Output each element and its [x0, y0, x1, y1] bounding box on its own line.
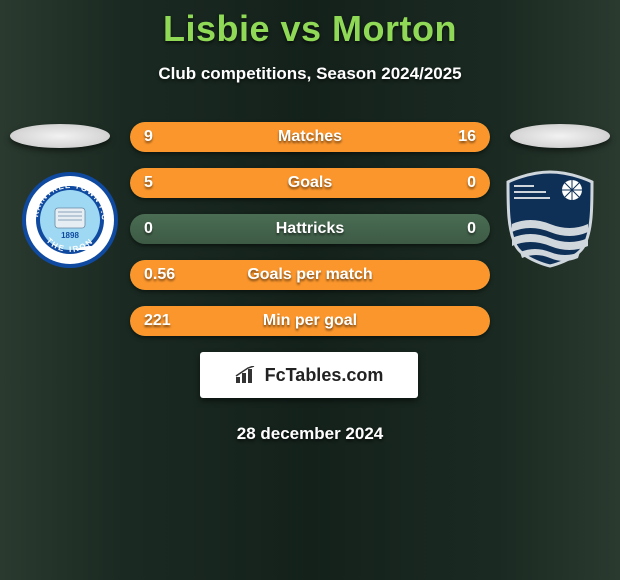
stat-label: Hattricks — [130, 214, 490, 244]
stat-value-right: 0 — [467, 168, 476, 198]
stat-value-left: 221 — [144, 306, 171, 336]
stat-value-left: 0 — [144, 214, 153, 244]
stat-label: Min per goal — [130, 306, 490, 336]
stat-row: Min per goal221 — [130, 306, 490, 336]
svg-text:1898: 1898 — [61, 231, 79, 240]
brand-text: FcTables.com — [265, 365, 384, 386]
stat-value-left: 5 — [144, 168, 153, 198]
player-right-silhouette — [510, 124, 610, 148]
stat-row: Goals5 0 — [130, 168, 490, 198]
stat-label: Goals per match — [130, 260, 490, 290]
stat-value-left: 9 — [144, 122, 153, 152]
stat-row: Matches9 16 — [130, 122, 490, 152]
brand-badge: FcTables.com — [200, 352, 418, 398]
stat-value-right: 0 — [467, 214, 476, 244]
club-badge-right — [500, 168, 600, 268]
braintree-badge-icon: 1898 BRAINTREE TOWN F.C. THE IRON — [20, 170, 120, 270]
southend-badge-icon — [500, 168, 600, 268]
bar-chart-icon — [235, 366, 259, 384]
stat-label: Matches — [130, 122, 490, 152]
comparison-card: Lisbie vs Morton Club competitions, Seas… — [0, 0, 620, 580]
stat-row: Goals per match0.56 — [130, 260, 490, 290]
page-title: Lisbie vs Morton — [0, 0, 620, 50]
player-left-silhouette — [10, 124, 110, 148]
stat-label: Goals — [130, 168, 490, 198]
stat-bars: Matches916Goals50Hattricks00Goals per ma… — [130, 122, 490, 352]
stat-value-left: 0.56 — [144, 260, 175, 290]
club-badge-left: 1898 BRAINTREE TOWN F.C. THE IRON — [20, 170, 120, 270]
footer-date: 28 december 2024 — [0, 424, 620, 444]
page-subtitle: Club competitions, Season 2024/2025 — [0, 64, 620, 84]
stat-value-right: 16 — [458, 122, 476, 152]
stat-row: Hattricks0 0 — [130, 214, 490, 244]
